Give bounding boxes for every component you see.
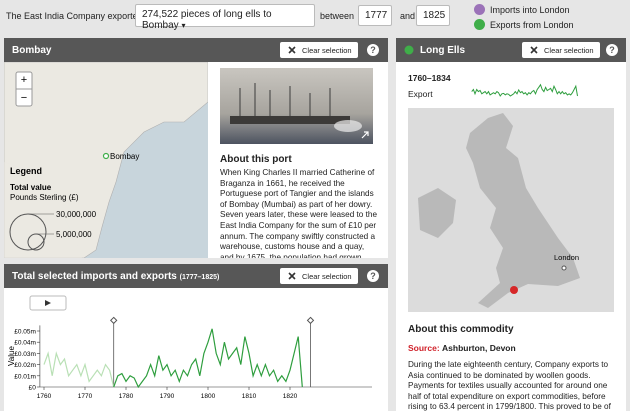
clear-label: Clear selection [544, 46, 594, 55]
port-panel: Bombay Clear selection ? Bombay + − Lege… [4, 38, 388, 258]
y-tick-label: £0.02m [14, 362, 36, 369]
y-tick-label: £0.03m [14, 351, 36, 358]
zoom-in[interactable]: + [21, 74, 27, 86]
port-image [220, 68, 373, 144]
lead-text: The East India Company exported [6, 11, 143, 21]
legend-item: Imports into London [474, 2, 574, 17]
x-tick-label: 1800 [201, 393, 216, 400]
legend-title: Legend [10, 166, 42, 176]
panel-header: Long Ells Clear selection ? [396, 38, 626, 62]
selection-handle [306, 316, 315, 325]
flow: Export [408, 89, 433, 99]
port-map: Bombay + − Legend Total value Pounds Ste… [4, 62, 208, 258]
legend-dot [474, 19, 485, 30]
y-axis-label: Value [7, 346, 16, 366]
legend-label: Imports into London [490, 4, 570, 15]
between-text: between [320, 11, 355, 21]
source: Ashburton, Devon [442, 343, 516, 353]
x-tick-label: 1770 [78, 393, 93, 400]
panel-title: Long Ells [420, 45, 465, 56]
help-button[interactable]: ? [367, 44, 379, 56]
selection-handle [109, 316, 118, 325]
x-tick-label: 1820 [283, 393, 298, 400]
legend-size: 5,000,000 [56, 230, 92, 239]
panel-header: Total selected imports and exports (1777… [4, 264, 388, 288]
port-label: Bombay [110, 152, 139, 161]
origin-map: London [408, 108, 614, 312]
panel-range: (1777–1825) [179, 274, 220, 281]
and-text: and [400, 11, 416, 21]
commodity-panel: Long Ells Clear selection ? 1760–1834 Ex… [396, 38, 626, 411]
about-commodity-title: About this commodity [408, 324, 514, 335]
x-tick-label: 1810 [242, 393, 257, 400]
chart: Value £0 £0.01m £0.02m £0.03m £0.04m £0.05m 17… [7, 295, 372, 400]
selected-line [113, 328, 303, 389]
to-year[interactable]: 1825 [416, 5, 450, 26]
play-button[interactable] [29, 295, 67, 311]
source-line: Source: Ashburton, Devon [408, 343, 516, 353]
clear-label: Clear selection [302, 272, 352, 281]
flow-legend: Imports into London Exports from London [474, 2, 574, 32]
context-line [43, 351, 115, 388]
y-tick-label: £0 [29, 385, 37, 392]
clear-button[interactable]: Clear selection [522, 42, 600, 58]
y-tick-label: £0.01m [14, 373, 36, 380]
y-tick-label: £0.04m [14, 340, 36, 347]
panel-title: Total selected imports and exports [12, 271, 177, 282]
selection-text: 274,522 pieces of long ells to Bombay [142, 9, 272, 31]
source-label: Source: [408, 343, 440, 353]
chart-panel: Total selected imports and exports (1777… [4, 264, 388, 411]
clear-button[interactable]: Clear selection [280, 42, 358, 58]
panel-header: Bombay Clear selection ? [4, 38, 388, 62]
legend-size: 30,000,000 [56, 210, 97, 219]
help-button[interactable]: ? [606, 44, 618, 56]
x-tick-label: 1790 [160, 393, 175, 400]
help-button[interactable]: ? [367, 270, 379, 282]
legend-unit: Pounds Sterling (£) [10, 193, 79, 202]
legend-label: Exports from London [490, 19, 574, 30]
zoom-out[interactable]: − [21, 92, 27, 104]
about-port-text: When King Charles II married Catherine o… [220, 168, 378, 258]
about-port-title: About this port [220, 154, 292, 165]
x-tick-label: 1760 [37, 393, 52, 400]
legend-measure: Total value [10, 183, 52, 192]
london-label: London [554, 253, 579, 262]
selection-dropdown[interactable]: 274,522 pieces of long ells to Bombay ▾ [135, 4, 315, 31]
from-year[interactable]: 1777 [358, 5, 392, 26]
about-commodity-text: During the late eighteenth century, Comp… [408, 360, 611, 411]
x-tick-label: 1780 [119, 393, 134, 400]
y-tick-label: £0.05m [14, 329, 36, 336]
sparkline [471, 83, 578, 97]
sparkline-path [471, 83, 578, 97]
legend-dot [474, 4, 485, 15]
panel-title: Bombay [12, 45, 52, 56]
period: 1760–1834 [408, 73, 451, 83]
clear-label: Clear selection [302, 46, 352, 55]
clear-button[interactable]: Clear selection [280, 268, 358, 284]
legend-item: Exports from London [474, 17, 574, 32]
